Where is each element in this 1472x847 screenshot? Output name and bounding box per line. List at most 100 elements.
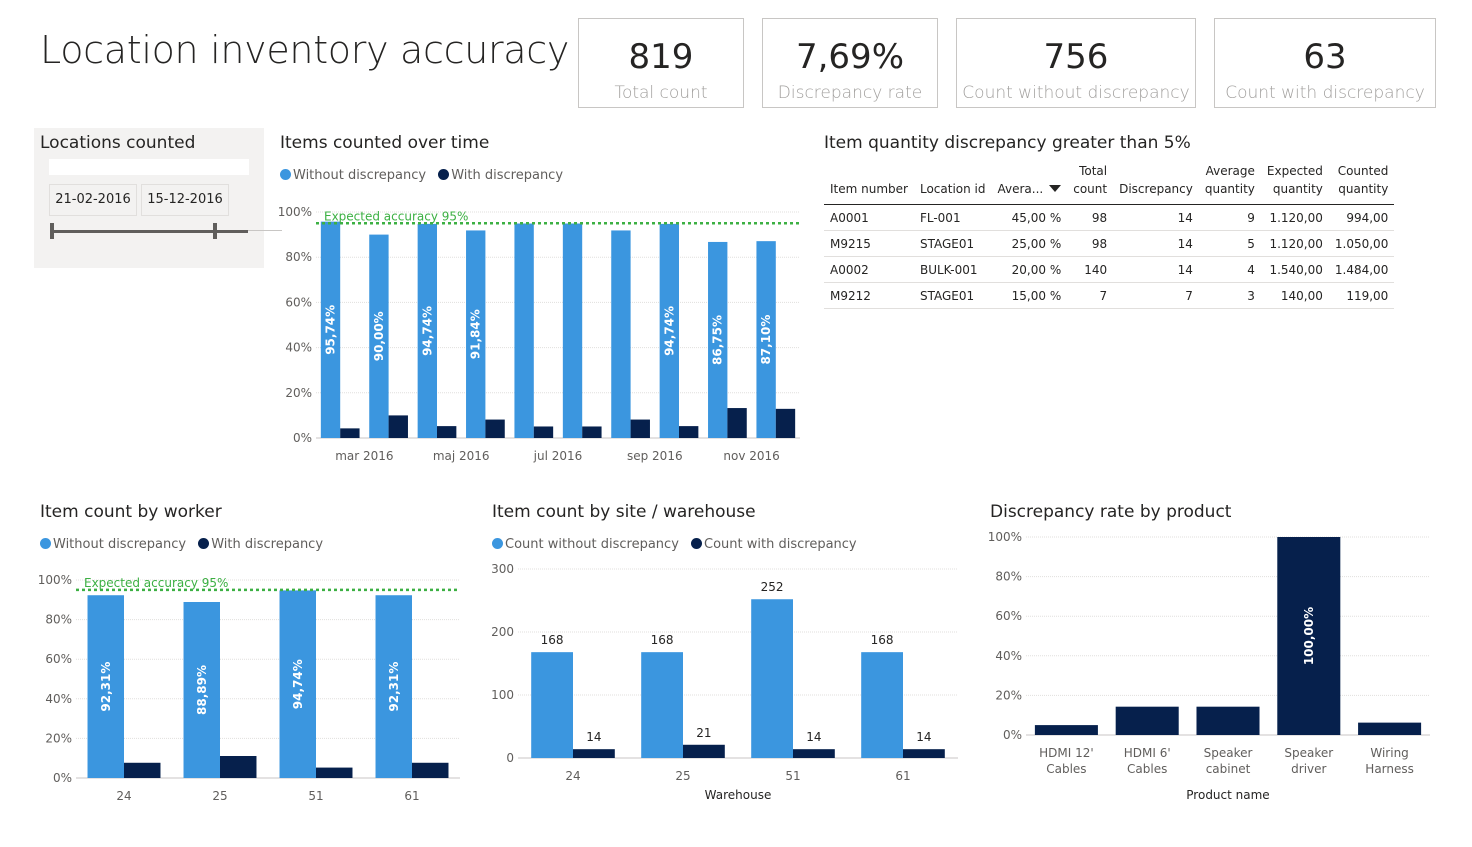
- column-header[interactable]: Item number: [824, 162, 914, 205]
- bar-with-discrepancy[interactable]: [124, 762, 161, 778]
- legend-dot-icon: [492, 538, 503, 549]
- bar-discrepancy-rate[interactable]: [1034, 725, 1098, 735]
- kpi-card-count-without-discrepancy[interactable]: 756 Count without discrepancy: [956, 18, 1196, 108]
- bar-without-discrepancy[interactable]: [562, 223, 583, 438]
- bar-count-with-discrepancy[interactable]: [573, 749, 615, 758]
- bar-count-without-discrepancy[interactable]: [751, 599, 793, 758]
- slicer-track-remainder[interactable]: [248, 230, 282, 231]
- bar-without-discrepancy[interactable]: [183, 601, 220, 778]
- bar-without-discrepancy[interactable]: [375, 595, 412, 778]
- bar-without-discrepancy[interactable]: [756, 241, 776, 438]
- column-header[interactable]: Expected quantity: [1260, 162, 1329, 205]
- bar-without-discrepancy[interactable]: [279, 590, 316, 778]
- table-cell: 1.120,00: [1260, 204, 1329, 231]
- table-cell: 7: [1113, 282, 1199, 309]
- data-label: 252: [761, 580, 784, 594]
- bar-with-discrepancy[interactable]: [727, 408, 747, 438]
- bar-count-without-discrepancy[interactable]: [641, 652, 683, 758]
- bar-discrepancy-rate[interactable]: [1196, 706, 1260, 735]
- chart-title-item-count-by-worker: Item count by worker: [40, 502, 222, 522]
- bar-with-discrepancy[interactable]: [412, 762, 449, 778]
- column-header[interactable]: Average quantity: [1198, 162, 1261, 205]
- kpi-label: Discrepancy rate: [777, 83, 923, 103]
- bar-discrepancy-rate[interactable]: [1115, 706, 1179, 735]
- bar-with-discrepancy[interactable]: [679, 426, 699, 438]
- bar-without-discrepancy[interactable]: [417, 223, 437, 438]
- bar-count-without-discrepancy[interactable]: [861, 652, 903, 758]
- legend-item-with-discrepancy[interactable]: With discrepancy: [198, 537, 323, 552]
- kpi-card-total-count[interactable]: 819 Total count: [578, 18, 744, 108]
- bar-with-discrepancy[interactable]: [220, 756, 257, 778]
- legend-item-with-discrepancy[interactable]: With discrepancy: [438, 168, 563, 183]
- y-tick-label: 20%: [45, 731, 72, 745]
- bar-with-discrepancy[interactable]: [340, 428, 360, 438]
- bar-without-discrepancy[interactable]: [87, 595, 124, 778]
- slicer-search-bar[interactable]: [49, 159, 249, 175]
- legend-dot-icon: [198, 538, 210, 549]
- y-tick-label: 100%: [278, 205, 312, 219]
- kpi-card-discrepancy-rate[interactable]: 7,69% Discrepancy rate: [762, 18, 938, 108]
- slicer-start-handle[interactable]: [50, 223, 54, 239]
- x-tick-label: 25: [212, 789, 227, 803]
- kpi-label: Count with discrepancy: [1225, 83, 1425, 103]
- chart-item-count-by-site: 0 100 200 300 168 14 24 168 21 25 252 14 51 168 14 61 Wa…: [491, 562, 958, 802]
- bar-with-discrepancy[interactable]: [388, 415, 408, 438]
- date-slicer: Locations counted 21-02-2016 15-12-2016: [34, 128, 282, 268]
- legend-item-without-discrepancy[interactable]: Without discrepancy: [280, 168, 426, 183]
- page-title: Location inventory accuracy: [40, 28, 570, 72]
- legend-item-count-without-discrepancy[interactable]: Count without discrepancy: [492, 537, 679, 552]
- bar-without-discrepancy[interactable]: [320, 221, 341, 438]
- bar-with-discrepancy[interactable]: [582, 426, 602, 438]
- table-row[interactable]: A0002 BULK-001 20,00 % 140 14 4 1.540,00 1.484,…: [824, 256, 1395, 283]
- y-tick-label: 40%: [45, 692, 72, 706]
- table-cell: STAGE01: [913, 230, 992, 257]
- bar-without-discrepancy[interactable]: [514, 223, 534, 438]
- y-tick-label: 60%: [45, 652, 72, 666]
- column-header[interactable]: Discrepancy: [1113, 162, 1199, 205]
- sort-descending-icon[interactable]: [1049, 185, 1062, 192]
- y-tick-label: 0%: [293, 431, 312, 445]
- bar-count-without-discrepancy[interactable]: [531, 652, 573, 758]
- bar-with-discrepancy[interactable]: [485, 419, 505, 438]
- bar-without-discrepancy[interactable]: [708, 241, 728, 438]
- bar-without-discrepancy[interactable]: [611, 230, 631, 438]
- column-header[interactable]: Avera...: [991, 162, 1068, 205]
- bar-with-discrepancy[interactable]: [775, 408, 796, 438]
- column-header[interactable]: Total count: [1067, 162, 1114, 205]
- table-row[interactable]: M9215 STAGE01 25,00 % 98 14 5 1.120,00 1.050,00: [824, 230, 1395, 257]
- bar-discrepancy-rate[interactable]: [1277, 537, 1341, 735]
- y-tick-label: 60%: [995, 609, 1022, 623]
- table-cell: M9215: [824, 230, 914, 257]
- bar-with-discrepancy[interactable]: [437, 426, 457, 438]
- slicer-end-handle[interactable]: [213, 223, 217, 239]
- bar-with-discrepancy[interactable]: [630, 419, 650, 438]
- bar-without-discrepancy[interactable]: [659, 223, 679, 438]
- column-header[interactable]: Location id: [913, 162, 992, 205]
- y-tick-label: 80%: [45, 613, 72, 627]
- bar-without-discrepancy[interactable]: [466, 230, 486, 438]
- bar-discrepancy-rate[interactable]: [1358, 722, 1422, 735]
- table-cell: 1.540,00: [1260, 256, 1329, 283]
- bar-with-discrepancy[interactable]: [316, 767, 353, 778]
- bar-with-discrepancy[interactable]: [533, 426, 554, 438]
- discrepancy-table: Item number Location id Avera... Total count…: [824, 162, 1395, 309]
- table-row[interactable]: A0001 FL-001 45,00 % 98 14 9 1.120,00 994,00: [824, 204, 1395, 231]
- start-date-input[interactable]: 21-02-2016: [49, 184, 137, 216]
- legend-item-count-with-discrepancy[interactable]: Count with discrepancy: [691, 537, 857, 552]
- bar-without-discrepancy[interactable]: [369, 234, 389, 438]
- legend-item-without-discrepancy[interactable]: Without discrepancy: [40, 537, 186, 552]
- data-label: 86,75%: [711, 315, 725, 365]
- end-date-input[interactable]: 15-12-2016: [141, 184, 229, 216]
- slicer-range-track[interactable]: [52, 230, 248, 233]
- table-title: Item quantity discrepancy greater than 5…: [824, 133, 1191, 153]
- data-label: 88,89%: [195, 665, 209, 715]
- data-label: 14: [806, 730, 821, 744]
- bar-count-with-discrepancy[interactable]: [683, 744, 725, 758]
- kpi-card-count-with-discrepancy[interactable]: 63 Count with discrepancy: [1214, 18, 1436, 108]
- x-tick-label: mar 2016: [335, 449, 393, 463]
- x-tick-label: sep 2016: [627, 449, 683, 463]
- bar-count-with-discrepancy[interactable]: [903, 749, 945, 758]
- bar-count-with-discrepancy[interactable]: [793, 749, 835, 758]
- table-row[interactable]: M9212 STAGE01 15,00 % 7 7 3 140,00 119,00: [824, 282, 1395, 309]
- column-header[interactable]: Counted quantity: [1328, 162, 1395, 205]
